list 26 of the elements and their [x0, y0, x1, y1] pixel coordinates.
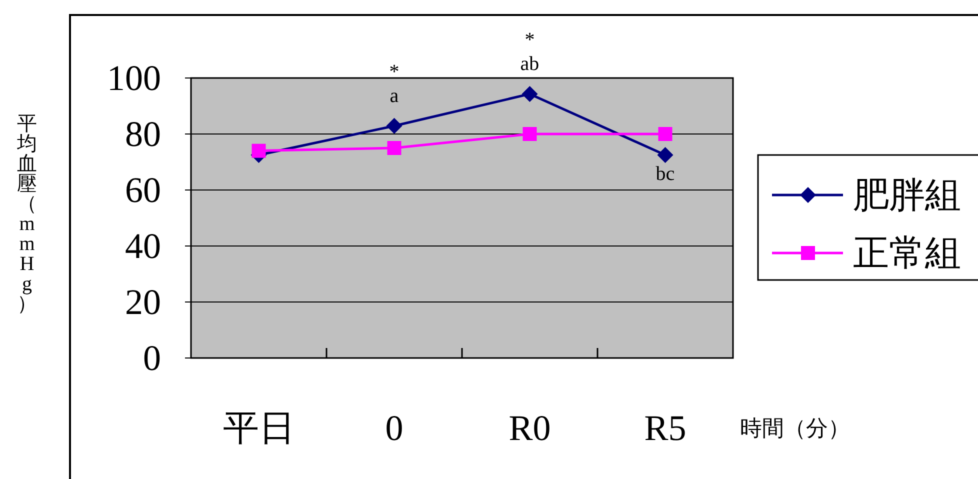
text: 平均血壓（mmHg）	[17, 113, 37, 315]
annotation: *	[524, 28, 535, 51]
y-tick-label: 80	[125, 114, 161, 154]
y-tick-label: 0	[143, 338, 161, 378]
x-tick-label: R0	[508, 408, 551, 448]
point	[252, 144, 266, 158]
point	[657, 147, 674, 163]
point	[658, 127, 672, 141]
annotation: *	[389, 60, 400, 83]
x-tick-label: 平日	[222, 408, 295, 448]
legend-label: 正常組	[853, 233, 961, 273]
point	[522, 86, 538, 102]
y-tick-label: 20	[125, 282, 161, 322]
y-tick-label: 100	[107, 58, 161, 98]
point	[522, 127, 537, 141]
x-tick-label: 0	[385, 408, 404, 448]
legend-label: 肥胖組	[853, 175, 961, 215]
x-axis-title: 時間（分）	[740, 416, 850, 440]
annotation: bc	[656, 163, 675, 185]
x-tick-label: R5	[644, 408, 686, 448]
annotation: a	[390, 84, 399, 107]
y-tick-label: 60	[125, 170, 161, 210]
y-tick-label: 40	[125, 226, 161, 266]
point	[387, 141, 402, 155]
point	[386, 118, 402, 134]
annotation: ab	[520, 52, 540, 75]
